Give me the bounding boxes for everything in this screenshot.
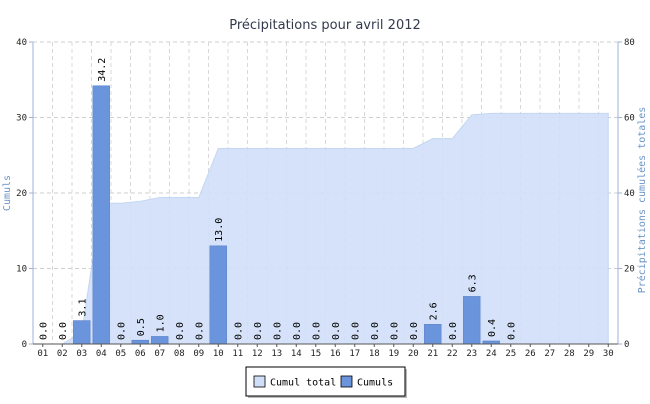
data-label-15: 0.0 [311, 322, 322, 340]
x-tick-label-12: 12 [252, 349, 263, 359]
data-label-20: 0.0 [409, 322, 420, 340]
data-label-25: 0.0 [506, 322, 517, 340]
data-label-02: 0.0 [58, 322, 69, 340]
x-tick-label-09: 09 [193, 349, 204, 359]
cumulative-area-shape [42, 112, 609, 345]
x-tick-label-27: 27 [544, 349, 555, 359]
y-tick-label-right: 80 [624, 38, 635, 48]
data-label-18: 0.0 [370, 322, 381, 340]
bar-23 [463, 296, 481, 345]
bar-10 [209, 245, 227, 345]
x-tick-label-14: 14 [291, 349, 302, 359]
tick-labels: 0 10 20 30 40 0 20 40 60 80 01 02 03 04 05 06 07 08 09 10 11… [16, 38, 635, 359]
legend-box [245, 366, 406, 397]
y-axis-label-left: Cumuls [2, 175, 13, 211]
x-tick-label-11: 11 [232, 349, 243, 359]
x-tick-label-15: 15 [310, 349, 321, 359]
data-label-16: 0.0 [331, 322, 342, 340]
x-tick-label-29: 29 [583, 349, 594, 359]
x-tick-label-21: 21 [427, 349, 438, 359]
data-label-14: 0.0 [292, 322, 303, 340]
cumulative-area [42, 112, 609, 345]
chart-title: Précipitations pour avril 2012 [229, 18, 421, 33]
y-tick-label-right: 40 [624, 189, 635, 199]
data-label-05: 0.0 [116, 322, 127, 340]
x-tick-label-02: 02 [57, 349, 68, 359]
x-tick-label-13: 13 [271, 349, 282, 359]
bar-06 [131, 339, 149, 345]
data-label-13: 0.0 [272, 322, 283, 340]
data-label-03: 3.1 [77, 299, 88, 317]
x-tick-label-03: 03 [76, 349, 87, 359]
data-label-23: 6.3 [467, 274, 478, 292]
y-tick-label-right: 60 [624, 114, 635, 124]
data-label-08: 0.0 [175, 322, 186, 340]
x-tick-label-25: 25 [505, 349, 516, 359]
x-tick-label-05: 05 [115, 349, 126, 359]
x-tick-label-24: 24 [486, 349, 497, 359]
x-tick-label-18: 18 [369, 349, 380, 359]
y-tick-label-left: 20 [16, 189, 27, 199]
x-tick-label-08: 08 [174, 349, 185, 359]
x-tick-label-26: 26 [525, 349, 536, 359]
x-tick-label-16: 16 [330, 349, 341, 359]
x-tick-label-19: 19 [388, 349, 399, 359]
x-tick-label-22: 22 [447, 349, 458, 359]
data-label-19: 0.0 [389, 322, 400, 340]
y-tick-label-left: 40 [16, 38, 27, 48]
data-label-07: 1.0 [155, 314, 166, 332]
legend-label-1: Cumuls [357, 378, 393, 389]
x-tick-label-04: 04 [96, 349, 107, 359]
bar-03 [73, 320, 91, 345]
x-tick-label-06: 06 [135, 349, 146, 359]
bar-21 [424, 324, 442, 345]
x-tick-label-07: 07 [154, 349, 165, 359]
y-tick-label-left: 30 [16, 114, 27, 124]
bar-series [73, 85, 500, 345]
data-label-11: 0.0 [233, 322, 244, 340]
axes [29, 41, 622, 347]
y-tick-label-left: 0 [22, 340, 27, 350]
data-label-01: 0.0 [38, 322, 49, 340]
legend-swatch-1 [340, 375, 353, 388]
data-label-10: 13.0 [214, 218, 225, 242]
data-label-04: 34.2 [97, 58, 108, 82]
y-tick-label-right: 20 [624, 265, 635, 275]
data-label-22: 0.0 [448, 322, 459, 340]
legend-swatch-0 [253, 375, 266, 388]
data-label-24: 0.4 [487, 319, 498, 337]
data-label-21: 2.6 [428, 302, 439, 320]
data-labels: 0.0 0.0 3.1 34.2 0.0 0.5 1.0 0.0 0.0 13.0 0.0 0.0 0.… [38, 58, 517, 340]
legend-label-0: Cumul total [270, 378, 336, 389]
x-tick-label-17: 17 [349, 349, 360, 359]
x-tick-label-01: 01 [37, 349, 48, 359]
x-tick-label-28: 28 [564, 349, 575, 359]
y-tick-label-right: 0 [624, 340, 629, 350]
x-tick-label-10: 10 [213, 349, 224, 359]
legend: Cumul total Cumuls [245, 366, 407, 398]
y-axis-label-right: Précipitations cumulées totales [636, 107, 648, 294]
data-label-09: 0.0 [194, 322, 205, 340]
x-tick-label-30: 30 [603, 349, 614, 359]
data-label-06: 0.5 [136, 318, 147, 336]
data-label-17: 0.0 [350, 322, 361, 340]
x-tick-label-23: 23 [466, 349, 477, 359]
x-tick-label-20: 20 [408, 349, 419, 359]
y-tick-label-left: 10 [16, 265, 27, 275]
bar-04 [92, 85, 110, 345]
data-label-12: 0.0 [253, 322, 264, 340]
bar-07 [151, 336, 169, 345]
